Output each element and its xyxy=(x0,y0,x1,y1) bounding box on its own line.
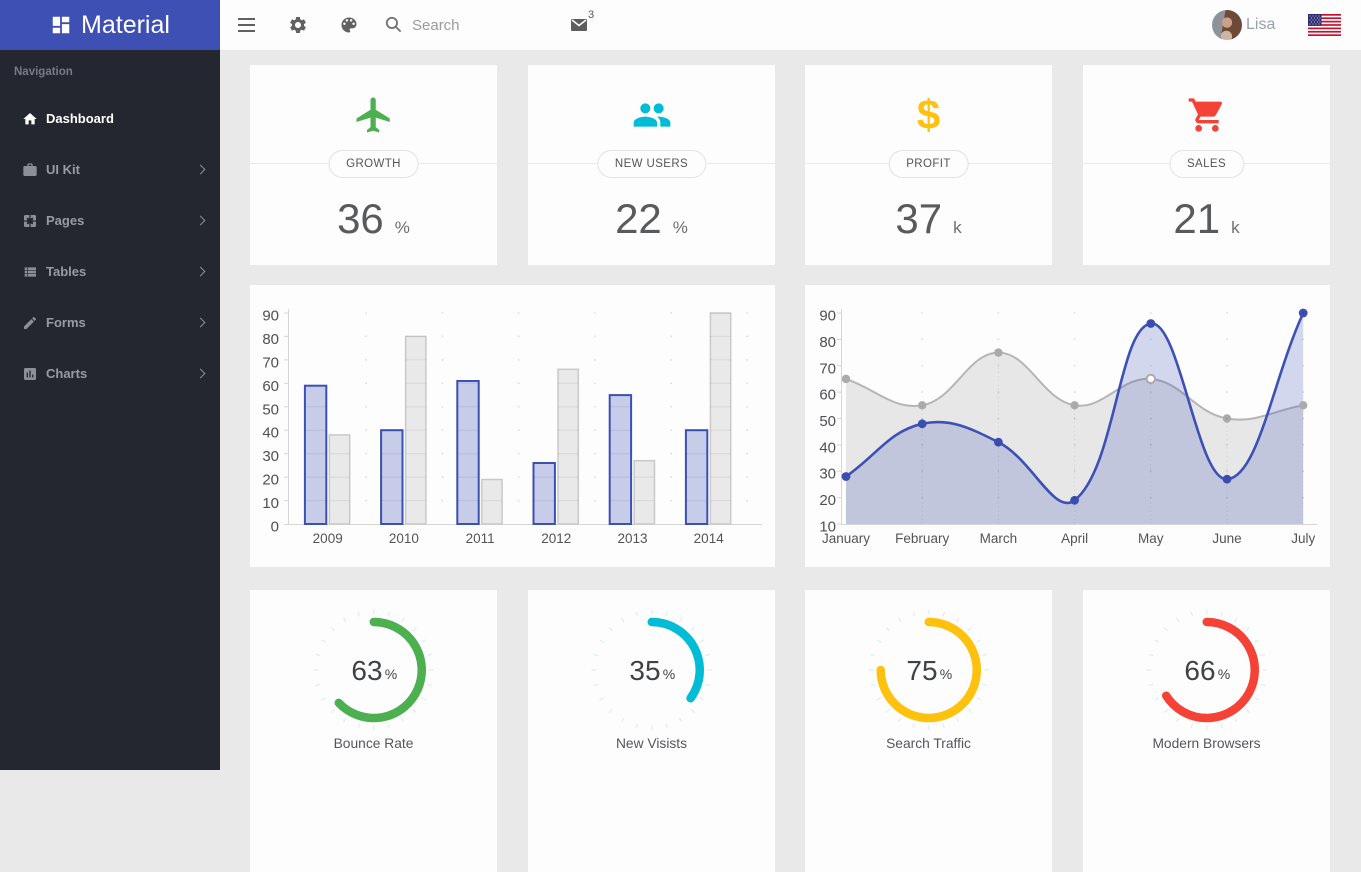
svg-text:63: 63 xyxy=(351,655,382,686)
svg-text:0: 0 xyxy=(271,519,279,536)
svg-text:70: 70 xyxy=(819,360,836,377)
svg-text:2011: 2011 xyxy=(466,531,495,546)
svg-text:2012: 2012 xyxy=(541,531,571,546)
svg-text:%: % xyxy=(385,666,397,682)
svg-text:30: 30 xyxy=(819,466,836,483)
svg-text:2014: 2014 xyxy=(694,531,725,546)
svg-text:90: 90 xyxy=(819,308,836,325)
svg-text:70: 70 xyxy=(262,354,279,371)
svg-text:30: 30 xyxy=(262,448,279,465)
svg-text:February: February xyxy=(895,531,949,546)
svg-text:2009: 2009 xyxy=(313,531,343,546)
svg-text:66: 66 xyxy=(1184,655,1215,686)
svg-text:80: 80 xyxy=(819,334,836,351)
svg-text:35: 35 xyxy=(629,655,660,686)
svg-text:June: June xyxy=(1212,531,1241,546)
svg-text:April: April xyxy=(1061,531,1088,546)
svg-text:2013: 2013 xyxy=(617,531,647,546)
svg-text:10: 10 xyxy=(819,519,836,536)
svg-text:60: 60 xyxy=(819,387,836,404)
svg-text:%: % xyxy=(940,666,952,682)
svg-text:July: July xyxy=(1291,531,1315,546)
svg-text:90: 90 xyxy=(262,308,279,325)
svg-text:20: 20 xyxy=(819,492,836,509)
svg-text:%: % xyxy=(1218,666,1230,682)
svg-text:%: % xyxy=(663,666,675,682)
svg-text:40: 40 xyxy=(262,425,279,442)
svg-text:40: 40 xyxy=(819,439,836,456)
svg-text:80: 80 xyxy=(262,331,279,348)
svg-text:50: 50 xyxy=(819,413,836,430)
svg-text:March: March xyxy=(980,531,1018,546)
svg-text:10: 10 xyxy=(262,495,279,512)
svg-text:January: January xyxy=(822,531,870,546)
svg-text:50: 50 xyxy=(262,401,279,418)
svg-text:75: 75 xyxy=(906,655,937,686)
svg-text:20: 20 xyxy=(262,472,279,489)
svg-text:60: 60 xyxy=(262,378,279,395)
svg-text:May: May xyxy=(1138,531,1164,546)
svg-text:2010: 2010 xyxy=(389,531,419,546)
